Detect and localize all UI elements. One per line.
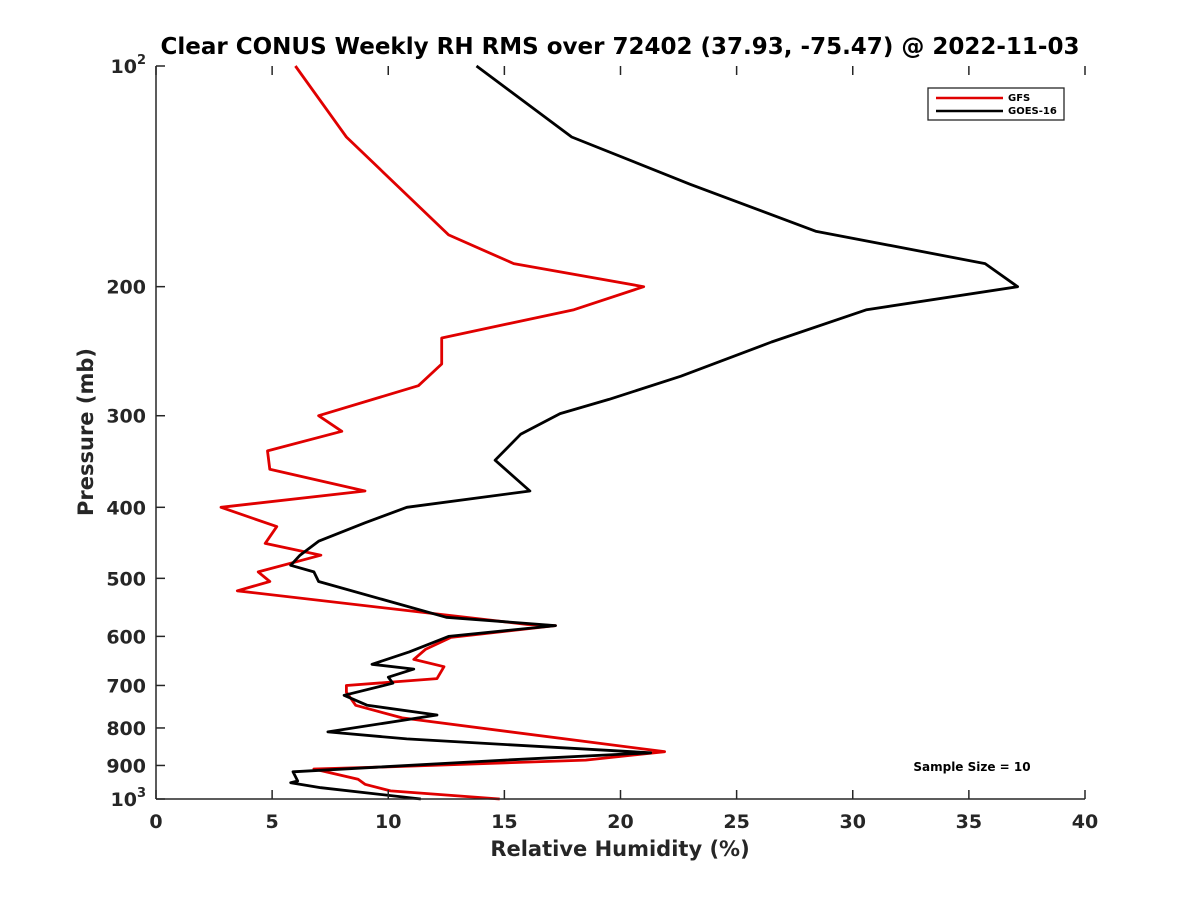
y-tick-label: 700 xyxy=(106,675,146,697)
x-axis-ticks: 0 5 10 15 20 25 30 35 40 xyxy=(149,66,1098,833)
y-tick-label: 103 xyxy=(111,786,147,811)
y-tick-label: 500 xyxy=(106,568,146,590)
series-line-goes16 xyxy=(289,64,1019,801)
x-tick-label: 10 xyxy=(375,811,401,833)
legend-label-gfs: GFS xyxy=(1008,93,1030,104)
x-tick-label: 40 xyxy=(1072,811,1098,833)
y-tick-label: 400 xyxy=(106,497,146,519)
chart-title: Clear CONUS Weekly RH RMS over 72402 (37… xyxy=(161,34,1080,60)
x-tick-label: 35 xyxy=(956,811,982,833)
sample-size-annotation: Sample Size = 10 xyxy=(913,760,1030,774)
series-line-gfs xyxy=(219,65,666,801)
x-tick-label: 0 xyxy=(149,811,162,833)
series-layer xyxy=(219,64,1019,801)
y-tick-label: 300 xyxy=(106,406,146,428)
y-tick-label: 800 xyxy=(106,718,146,740)
y-axis-ticks: 102 200 300 400 500 600 700 800 900 103 xyxy=(106,53,165,811)
legend: GFS GOES-16 xyxy=(927,87,1065,121)
y-axis-label: Pressure (mb) xyxy=(74,348,98,516)
x-tick-label: 30 xyxy=(840,811,866,833)
y-tick-label: 200 xyxy=(106,277,146,299)
x-tick-label: 20 xyxy=(607,811,633,833)
x-tick-label: 25 xyxy=(723,811,749,833)
plot-area xyxy=(156,66,1085,799)
y-tick-label: 600 xyxy=(106,626,146,648)
legend-label-goes16: GOES-16 xyxy=(1008,106,1057,117)
x-axis-label: Relative Humidity (%) xyxy=(490,837,749,861)
legend-box xyxy=(927,87,1065,121)
x-tick-label: 5 xyxy=(266,811,279,833)
y-tick-label: 900 xyxy=(106,755,146,777)
y-tick-label: 102 xyxy=(111,53,147,78)
x-tick-label: 15 xyxy=(491,811,517,833)
axes-background xyxy=(156,66,1085,799)
